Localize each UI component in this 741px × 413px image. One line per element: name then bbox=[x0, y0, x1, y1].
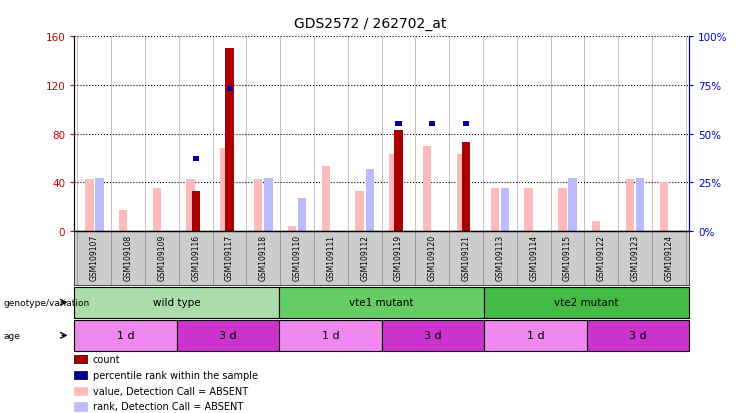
Bar bbox=[463, 122, 469, 127]
Bar bbox=[220, 149, 229, 231]
Text: 3 d: 3 d bbox=[424, 330, 442, 341]
Text: 3 d: 3 d bbox=[629, 330, 647, 341]
Text: value, Detection Call = ABSENT: value, Detection Call = ABSENT bbox=[93, 386, 247, 396]
Text: GSM109117: GSM109117 bbox=[225, 234, 234, 280]
Bar bbox=[193, 157, 199, 162]
Bar bbox=[592, 221, 600, 231]
Text: wild type: wild type bbox=[153, 297, 200, 308]
Text: GSM109120: GSM109120 bbox=[428, 234, 436, 280]
Text: GSM109123: GSM109123 bbox=[631, 234, 639, 280]
Bar bbox=[423, 146, 431, 231]
Bar bbox=[96, 179, 104, 231]
Bar bbox=[153, 189, 161, 231]
Bar bbox=[225, 49, 233, 231]
Bar bbox=[322, 167, 330, 231]
Bar bbox=[501, 189, 509, 231]
Bar bbox=[659, 183, 668, 231]
Text: GSM109115: GSM109115 bbox=[563, 234, 572, 280]
Text: GSM109108: GSM109108 bbox=[124, 234, 133, 280]
Text: GSM109113: GSM109113 bbox=[496, 234, 505, 280]
Bar bbox=[119, 211, 127, 231]
Bar bbox=[456, 155, 465, 231]
Text: genotype/variation: genotype/variation bbox=[4, 298, 90, 307]
Bar bbox=[265, 179, 273, 231]
Text: GSM109118: GSM109118 bbox=[259, 234, 268, 280]
Bar bbox=[462, 143, 471, 231]
Text: GSM109110: GSM109110 bbox=[293, 234, 302, 280]
Bar bbox=[396, 122, 402, 127]
Bar bbox=[298, 198, 307, 231]
Bar bbox=[85, 179, 93, 231]
Bar bbox=[288, 226, 296, 231]
Text: GSM109112: GSM109112 bbox=[360, 234, 369, 280]
Text: GDS2572 / 262702_at: GDS2572 / 262702_at bbox=[294, 17, 447, 31]
Text: vte1 mutant: vte1 mutant bbox=[349, 297, 414, 308]
Bar bbox=[491, 189, 499, 231]
Text: 3 d: 3 d bbox=[219, 330, 236, 341]
Bar bbox=[394, 131, 403, 231]
Text: percentile rank within the sample: percentile rank within the sample bbox=[93, 370, 258, 380]
Text: GSM109122: GSM109122 bbox=[597, 234, 606, 280]
Text: GSM109107: GSM109107 bbox=[90, 234, 99, 280]
Text: GSM109121: GSM109121 bbox=[462, 234, 471, 280]
Text: 1 d: 1 d bbox=[322, 330, 339, 341]
Bar bbox=[191, 191, 200, 231]
Bar bbox=[254, 179, 262, 231]
Text: count: count bbox=[93, 354, 120, 364]
Bar bbox=[187, 179, 195, 231]
Text: GSM109114: GSM109114 bbox=[529, 234, 538, 280]
Bar bbox=[356, 191, 364, 231]
Text: 1 d: 1 d bbox=[527, 330, 544, 341]
Text: 1 d: 1 d bbox=[116, 330, 134, 341]
Bar bbox=[625, 179, 634, 231]
Bar bbox=[227, 87, 233, 92]
Bar bbox=[558, 189, 567, 231]
Bar bbox=[365, 169, 374, 231]
Bar bbox=[429, 122, 436, 127]
Bar bbox=[636, 179, 645, 231]
Text: rank, Detection Call = ABSENT: rank, Detection Call = ABSENT bbox=[93, 401, 243, 411]
Bar bbox=[389, 155, 398, 231]
Text: GSM109119: GSM109119 bbox=[394, 234, 403, 280]
Text: vte2 mutant: vte2 mutant bbox=[554, 297, 619, 308]
Text: GSM109124: GSM109124 bbox=[665, 234, 674, 280]
Text: age: age bbox=[4, 331, 21, 340]
Text: GSM109111: GSM109111 bbox=[327, 234, 336, 280]
Text: GSM109116: GSM109116 bbox=[191, 234, 200, 280]
Text: GSM109109: GSM109109 bbox=[157, 234, 167, 280]
Bar bbox=[568, 179, 576, 231]
Bar bbox=[525, 189, 533, 231]
